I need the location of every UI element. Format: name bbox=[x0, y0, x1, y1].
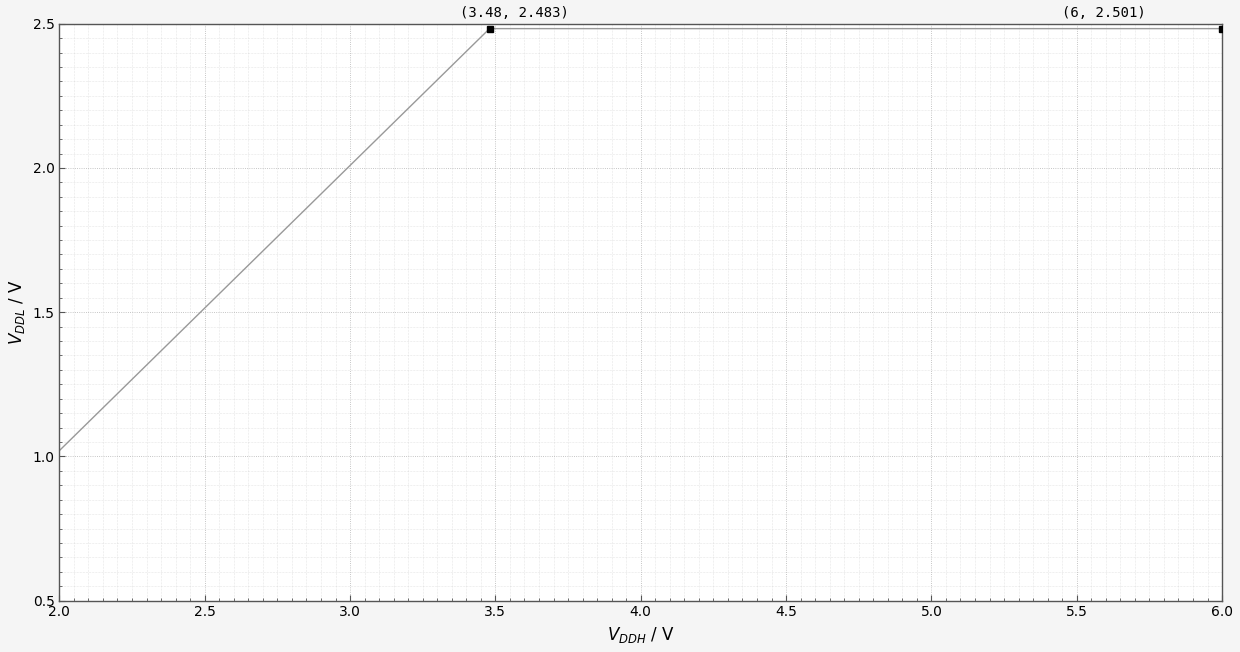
X-axis label: $V_{DDH}$ / V: $V_{DDH}$ / V bbox=[606, 625, 675, 645]
Text: (3.48, 2.483): (3.48, 2.483) bbox=[460, 6, 569, 20]
Y-axis label: $V_{DDL}$ / V: $V_{DDL}$ / V bbox=[7, 279, 27, 345]
Text: (6, 2.501): (6, 2.501) bbox=[1063, 6, 1146, 20]
